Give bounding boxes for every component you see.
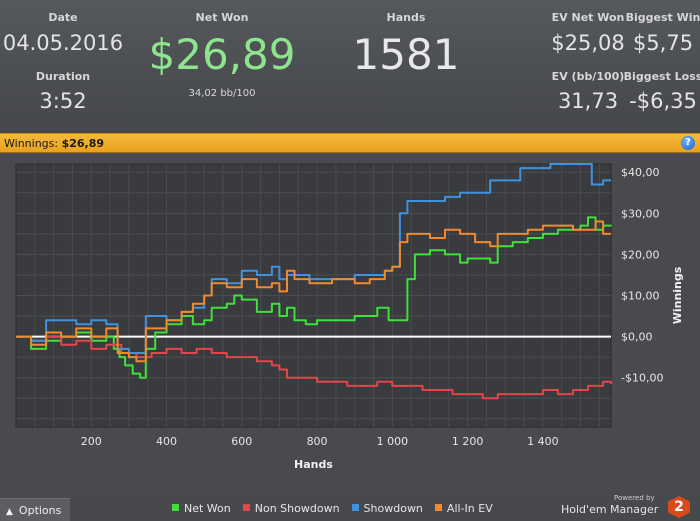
biggest-win-value: $5,75 (632, 31, 694, 55)
y-tick-label: $20,00 (621, 248, 660, 261)
series-line (16, 335, 612, 400)
winnings-chart: 200 400 600 800 1 000 1 200 1 400 $40,00 $30,00 $… (15, 163, 684, 471)
ev-net-won-value: $25,08 (551, 31, 625, 55)
legend-label: All-In EV (446, 502, 493, 515)
date-value: 04.05.2016 (2, 31, 124, 55)
net-won-value: $26,89 (148, 30, 296, 79)
legend-swatch (242, 504, 250, 511)
x-tick-label: 200 (81, 435, 102, 448)
series-line (16, 216, 612, 379)
powered-by-label: Powered by (614, 494, 655, 502)
legend-item[interactable]: Net Won (172, 502, 231, 515)
x-axis-title: Hands (294, 458, 333, 471)
legend-item[interactable]: All-In EV (434, 502, 493, 515)
hands-label: Hands (386, 11, 426, 24)
chart-legend: Net Won Non Showdown Showdown All-In EV (172, 502, 505, 515)
bottom-bar: ▲ Options Net Won Non Showdown Showdown All-… (0, 494, 700, 521)
options-button[interactable]: ▲ Options (0, 498, 70, 521)
duration-label: Duration (35, 70, 91, 83)
y-tick-label: $10,00 (621, 290, 660, 303)
options-label: Options (18, 504, 62, 517)
legend-swatch (172, 504, 179, 511)
net-won-bb100: 34,02 bb/100 (188, 88, 256, 99)
duration-value: 3:52 (39, 89, 87, 113)
legend-label: Net Won (184, 502, 231, 515)
ev-net-won-label: EV Net Won (551, 11, 625, 24)
legend-item[interactable]: Non Showdown (242, 502, 340, 515)
legend-swatch (351, 504, 359, 511)
y-tick-label: $40,00 (621, 166, 660, 179)
y-tick-label: $30,00 (621, 207, 660, 220)
brand-name: Hold'em Manager (561, 503, 659, 516)
x-tick-label: 1 000 (377, 435, 409, 448)
legend-label: Non Showdown (254, 502, 340, 515)
y-tick-label: -$10,00 (621, 372, 663, 385)
ev-bb100-label: EV (bb/100) (551, 70, 625, 83)
hands-value: 1581 (352, 30, 460, 79)
winnings-banner-text: Winnings: $26,89 (4, 137, 104, 150)
x-tick-label: 600 (231, 435, 252, 448)
ev-bb100-value: 31,73 (557, 89, 619, 113)
x-tick-label: 400 (156, 435, 177, 448)
winnings-graph: 200 400 600 800 1 000 1 200 1 400 $40,00 $30,00 $… (0, 154, 700, 494)
biggest-loss-value: -$6,35 (629, 89, 697, 113)
winnings-banner-value: $26,89 (61, 137, 105, 150)
hm2-logo-icon: 2 (668, 496, 690, 518)
date-label: Date (48, 11, 78, 24)
y-tick-label: $0,00 (621, 331, 653, 344)
help-icon[interactable]: ? (681, 136, 695, 150)
net-won-label: Net Won (195, 11, 249, 24)
legend-swatch (434, 504, 442, 511)
legend-item[interactable]: Showdown (351, 502, 423, 515)
winnings-banner-label: Winnings: (4, 137, 59, 150)
chevron-up-icon: ▲ (6, 507, 13, 517)
legend-label: Showdown (363, 502, 423, 515)
biggest-loss-label: Biggest Loss (623, 70, 700, 83)
y-axis-title: Winnings (671, 266, 684, 324)
session-stats-panel: Date 04.05.2016 Duration 3:52 Net Won $2… (0, 0, 700, 133)
x-tick-label: 1 400 (527, 435, 559, 448)
winnings-banner: Winnings: $26,89 ? (0, 133, 700, 153)
x-tick-label: 800 (307, 435, 328, 448)
biggest-win-label: Biggest Win (625, 11, 700, 24)
x-tick-label: 1 200 (452, 435, 484, 448)
series-line (16, 220, 611, 363)
